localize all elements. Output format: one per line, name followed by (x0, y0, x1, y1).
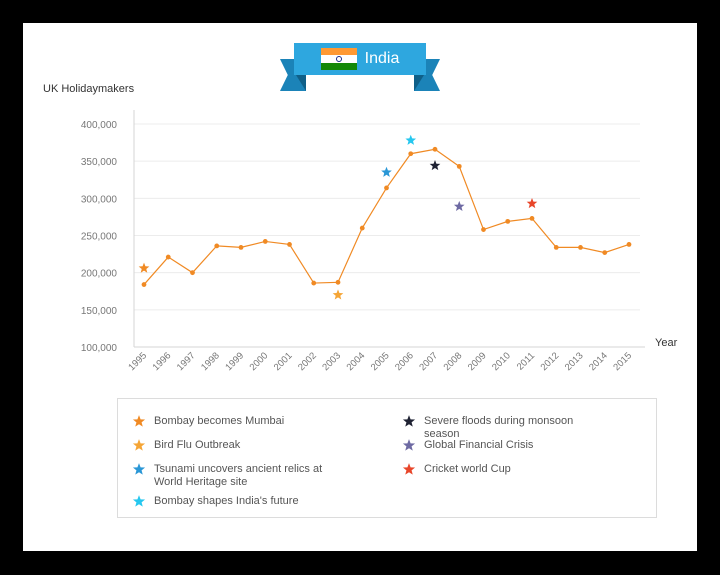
legend-label: Bird Flu Outbreak (154, 439, 241, 451)
data-point (432, 146, 438, 152)
x-tick-label: 2006 (393, 350, 416, 373)
x-tick-label: 2007 (417, 350, 440, 373)
event-star-icon (526, 197, 538, 209)
legend-item: Tsunami uncovers ancient relics at World… (132, 463, 324, 489)
y-tick-label: 100,000 (81, 343, 118, 354)
flag-stripe-bottom (320, 62, 357, 70)
legend-item: Bird Flu Outbreak (132, 439, 324, 452)
event-star-icon (332, 289, 344, 300)
banner-fold-right (414, 75, 424, 91)
x-tick-label: 2010 (490, 350, 513, 373)
legend-star-icon (402, 439, 416, 451)
x-tick-label: 2002 (296, 350, 319, 373)
data-point (214, 243, 220, 249)
data-point (238, 244, 244, 250)
legend-label: Global Financial Crisis (424, 439, 534, 451)
data-point (456, 163, 462, 169)
banner-body: India (294, 43, 426, 75)
flag-stripe-top (320, 48, 357, 56)
legend-label: Bombay shapes India's future (154, 495, 299, 507)
country-banner: India (280, 43, 440, 93)
data-point (529, 216, 535, 221)
data-point (626, 242, 632, 247)
legend-label: Severe floods during monsoon season (424, 415, 574, 440)
legend-label: Bombay becomes Mumbai (154, 415, 285, 427)
x-tick-label: 2000 (248, 350, 271, 373)
x-tick-label: 1996 (151, 350, 174, 373)
legend-item: Global Financial Crisis (402, 439, 594, 452)
data-point (553, 244, 559, 250)
legend-label: Cricket world Cup (424, 463, 511, 475)
legend-item: Bombay becomes Mumbai (132, 415, 324, 428)
data-point (359, 225, 365, 231)
data-point (287, 242, 292, 247)
data-point (190, 270, 195, 276)
data-point (408, 151, 414, 157)
chart-legend: Bombay becomes Mumbai Bird Flu Outbreak Ts… (117, 398, 657, 518)
event-star-icon (381, 166, 392, 177)
country-name: India (364, 50, 400, 67)
y-tick-label: 400,000 (81, 120, 118, 131)
data-point (578, 244, 583, 250)
data-point (602, 250, 608, 255)
y-tick-label: 150,000 (81, 306, 118, 317)
x-tick-label: 1998 (199, 350, 222, 373)
x-tick-label: 2013 (563, 350, 586, 373)
x-tick-label: 2003 (320, 350, 343, 373)
y-axis-label: UK Holidaymakers (43, 83, 135, 95)
data-point (481, 227, 486, 232)
event-star-icon (405, 134, 417, 145)
x-tick-label: 2004 (345, 350, 368, 373)
data-point (141, 282, 147, 287)
x-tick-label: 2015 (611, 350, 634, 373)
data-point (505, 218, 511, 224)
event-star-icon (453, 200, 465, 212)
x-tick-label: 1997 (175, 350, 198, 373)
chart-card (23, 23, 697, 551)
y-tick-label: 300,000 (81, 194, 118, 205)
y-tick-label: 350,000 (81, 157, 118, 168)
y-tick-label: 200,000 (81, 269, 118, 280)
legend-item: Cricket world Cup (402, 463, 594, 476)
x-tick-label: 2012 (539, 350, 562, 373)
data-point (311, 280, 317, 286)
chakra-icon (335, 56, 342, 62)
legend-label: Tsunami uncovers ancient relics at World… (154, 463, 323, 488)
y-tick-label: 250,000 (81, 232, 118, 243)
x-tick-label: 2001 (272, 350, 295, 373)
data-point (262, 239, 268, 244)
x-tick-label: 2014 (587, 350, 610, 373)
x-tick-label: 2005 (369, 350, 392, 373)
data-point (335, 279, 341, 285)
event-star-icon (138, 262, 150, 273)
x-axis-label: Year (655, 337, 678, 349)
x-tick-label: 2011 (515, 350, 537, 372)
data-point (384, 185, 389, 191)
x-tick-label: 2008 (442, 350, 465, 373)
legend-item: Bombay shapes India's future (132, 495, 324, 508)
legend-star-icon (402, 415, 416, 427)
x-tick-label: 2009 (466, 350, 489, 373)
legend-star-icon (132, 415, 146, 427)
event-star-icon (429, 160, 441, 171)
legend-star-icon (402, 463, 416, 475)
legend-star-icon (132, 463, 146, 475)
legend-item: Severe floods during monsoon season (402, 415, 594, 441)
x-tick-label: 1999 (223, 350, 246, 373)
data-point (165, 254, 171, 260)
legend-star-icon (132, 439, 146, 451)
banner-fold-left (296, 75, 306, 91)
x-tick-label: 1995 (126, 350, 149, 373)
india-flag-icon (320, 48, 357, 70)
legend-star-icon (132, 495, 146, 507)
